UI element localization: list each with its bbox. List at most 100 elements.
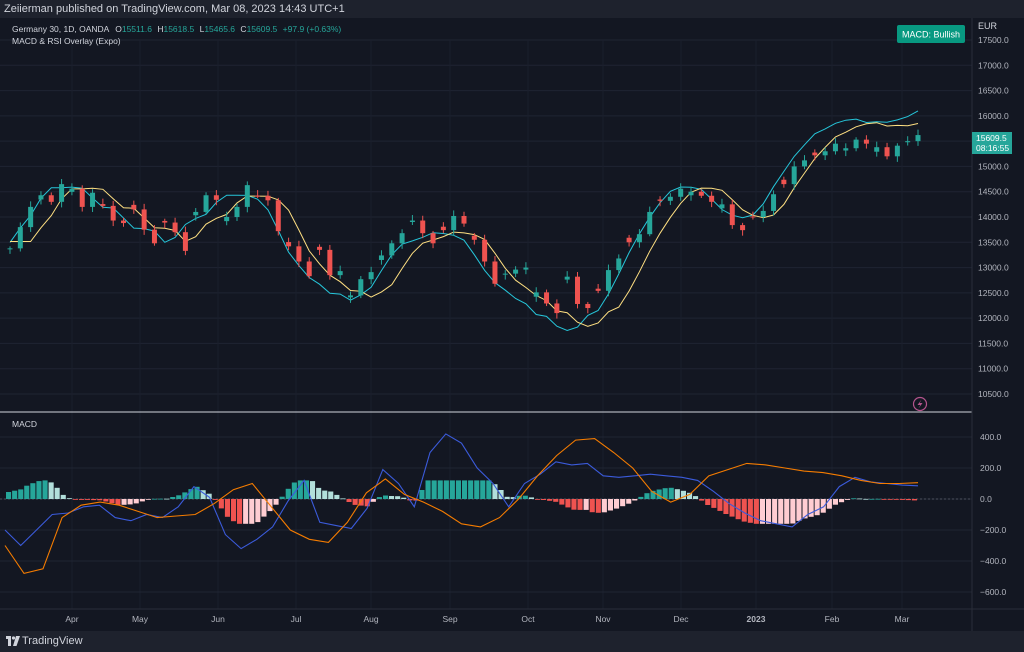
candle-body <box>306 261 312 277</box>
histogram-bar <box>97 499 103 501</box>
histogram-bar <box>316 487 322 499</box>
candle-body <box>471 235 477 240</box>
macd-pane-label[interactable]: MACD <box>12 419 37 429</box>
candle-body <box>110 205 116 221</box>
candle-body <box>832 143 838 152</box>
histogram-bar <box>291 482 297 499</box>
chart-canvas[interactable]: 10500.0 11000.0 11500.0 12000.0 12500.0 13000… <box>0 18 1024 631</box>
histogram-bar <box>905 499 911 501</box>
candle-body <box>337 271 343 276</box>
histogram-bar <box>559 499 565 505</box>
histogram-bar <box>425 480 431 499</box>
time-tick-label: May <box>132 614 149 624</box>
histogram-bar <box>346 499 352 502</box>
histogram-bar <box>790 499 796 524</box>
histogram-bar <box>522 495 528 499</box>
histogram-bar <box>468 480 474 499</box>
histogram-bar <box>352 499 358 505</box>
candle-body <box>48 195 54 202</box>
histogram-bar <box>535 499 541 500</box>
histogram-bar <box>875 498 881 500</box>
candlestick-series <box>7 129 921 319</box>
histogram-bar <box>115 499 121 505</box>
histogram-bar <box>249 499 255 524</box>
candle-body <box>193 211 199 216</box>
histogram-bar <box>626 499 632 504</box>
candle-body <box>564 276 570 280</box>
histogram-bar <box>224 499 230 517</box>
histogram-bar <box>158 498 164 500</box>
histogram-bar <box>644 493 650 499</box>
histogram-bar <box>462 480 468 499</box>
candle-body <box>585 303 591 309</box>
last-price: 15609.5 <box>976 133 1007 143</box>
price-tick-label: 10500.0 <box>978 389 1009 399</box>
candle-body <box>79 188 85 207</box>
symbol-title: Germany 30, 1D, OANDA <box>12 24 110 34</box>
histogram-bar <box>869 498 875 500</box>
histogram-bar <box>893 499 899 500</box>
candle-body <box>802 160 807 167</box>
candle-body <box>874 147 880 152</box>
candle-body <box>771 194 777 211</box>
histogram-bar <box>273 499 279 505</box>
histogram-bar <box>103 499 109 502</box>
macd-axis[interactable]: 400.0 200.0 0.0 −200.0 −400.0 −600.0 <box>980 432 1007 597</box>
histogram-bar <box>151 498 157 500</box>
histogram-bar <box>6 492 12 499</box>
histogram-bar <box>814 499 820 516</box>
histogram-bar <box>401 497 407 499</box>
price-tick-label: 12500.0 <box>978 288 1009 298</box>
candle-body <box>647 211 653 235</box>
histogram-bar <box>826 499 832 509</box>
candle-body <box>657 199 663 201</box>
histogram-bar <box>899 499 905 500</box>
histogram-bar <box>322 490 328 499</box>
price-grid <box>0 39 972 609</box>
candle-body <box>151 229 157 244</box>
candle-body <box>822 151 828 156</box>
time-axis[interactable]: Apr May Jun Jul Aug Sep Oct Nov Dec 2023 Feb Mar <box>65 614 909 624</box>
time-tick-label: Mar <box>895 614 910 624</box>
histogram-bar <box>255 499 261 523</box>
histogram-bar <box>839 499 845 503</box>
candle-body <box>327 249 333 276</box>
candle-body <box>843 148 849 151</box>
lightning-icon[interactable] <box>912 396 928 412</box>
histogram-bar <box>589 499 595 513</box>
histogram-bar <box>164 498 170 500</box>
candle-body <box>616 258 622 271</box>
histogram-bar <box>443 480 449 499</box>
histogram-bar <box>784 499 790 524</box>
histogram-bar <box>127 499 133 505</box>
histogram-bar <box>845 499 851 500</box>
histogram-bar <box>772 499 778 524</box>
rsi-signal-line <box>10 122 919 327</box>
histogram-bar <box>121 499 127 505</box>
candle-body <box>7 248 13 250</box>
histogram-bar <box>711 499 717 508</box>
candle-body <box>38 195 44 200</box>
candle-body <box>399 233 405 244</box>
histogram-bar <box>607 499 613 511</box>
histogram-bar <box>395 496 401 499</box>
indicator-legend[interactable]: MACD & RSI Overlay (Expo) <box>12 36 121 46</box>
candle-body <box>502 273 508 275</box>
macd-tick-label: 400.0 <box>980 432 1002 442</box>
histogram-bar <box>729 499 735 517</box>
candle-body <box>812 152 818 156</box>
histogram-bar <box>12 490 18 499</box>
macd-tick-label: 200.0 <box>980 463 1002 473</box>
candle-body <box>378 255 384 260</box>
histogram-bar <box>638 496 644 499</box>
histogram-bar <box>194 486 200 499</box>
price-tick-label: 13000.0 <box>978 263 1009 273</box>
candle-body <box>317 246 323 250</box>
histogram-bar <box>431 480 437 499</box>
histogram-bar <box>370 499 376 502</box>
histogram-bar <box>285 488 291 499</box>
price-axis[interactable]: 10500.0 11000.0 11500.0 12000.0 12500.0 13000… <box>978 35 1009 399</box>
price-tick-label: 16500.0 <box>978 86 1009 96</box>
price-tick-label: 17500.0 <box>978 35 1009 45</box>
histogram-bar <box>595 499 601 513</box>
